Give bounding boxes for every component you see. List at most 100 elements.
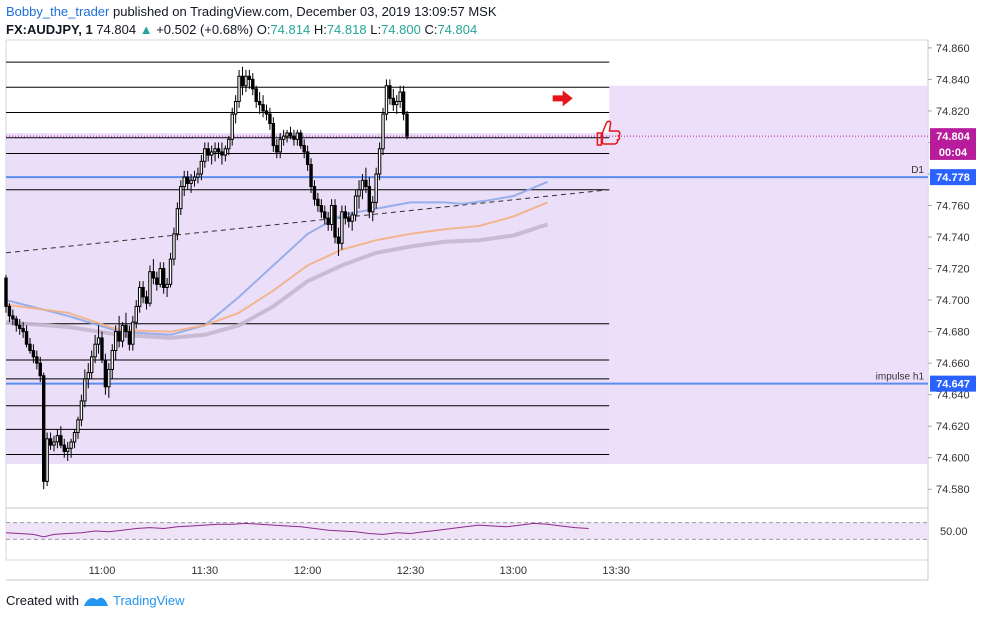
candle-body — [292, 135, 296, 140]
high-value: 74.818 — [326, 22, 367, 37]
candle-body — [76, 419, 80, 433]
candle-body — [137, 286, 142, 307]
y-tick-label: 74.680 — [936, 327, 970, 339]
candle-body — [11, 315, 15, 320]
y-tick-label: 74.740 — [936, 232, 970, 244]
author-link[interactable]: Bobby_the_trader — [6, 4, 110, 19]
candle-body — [179, 186, 183, 210]
candle-body — [96, 337, 101, 345]
price-label: 74.778 — [936, 172, 970, 184]
candle-body — [110, 350, 114, 370]
candle-body — [295, 132, 300, 140]
candle-body — [161, 268, 166, 288]
red-arrow-icon — [552, 90, 573, 107]
y-tick-label: 74.760 — [936, 201, 970, 213]
candle-body — [364, 179, 368, 188]
symbol-line: FX:AUDJPY, 1 74.804 ▲ +0.502 (+0.68%) O:… — [6, 22, 477, 37]
candle-body — [271, 123, 276, 147]
candle-body — [155, 277, 159, 285]
rsi-band — [6, 522, 928, 540]
moving-average-line — [5, 180, 548, 336]
candle-body — [72, 431, 77, 443]
candle-body — [182, 176, 186, 188]
thumbs-up-icon — [596, 120, 621, 146]
candle-body — [319, 205, 324, 213]
change-value: +0.502 (+0.68%) — [156, 22, 254, 37]
y-tick-label: 74.600 — [936, 453, 970, 465]
candle-body — [175, 208, 180, 235]
candle-body — [48, 438, 53, 446]
tradingview-logo-icon — [83, 597, 108, 606]
symbol-label: FX:AUDJPY, 1 — [6, 22, 93, 37]
key-level-label: D1 — [911, 165, 924, 176]
candle-body — [14, 318, 18, 326]
candle-body — [275, 145, 279, 153]
candle-body — [107, 368, 111, 388]
candle-body — [28, 343, 32, 352]
candle-body — [83, 378, 87, 402]
candle-body — [257, 100, 262, 106]
candle-body — [55, 435, 60, 443]
candle-body — [395, 100, 399, 106]
candle-body — [223, 148, 228, 156]
candle-body — [59, 435, 63, 446]
candle-body — [113, 331, 118, 352]
candle-body — [401, 91, 406, 115]
candle-body — [165, 283, 169, 288]
candle-body — [357, 189, 361, 197]
key-level-label: impulse h1 — [876, 372, 925, 383]
candle-body — [192, 176, 197, 181]
moving-average-line — [5, 201, 548, 333]
price-label-box — [930, 128, 976, 145]
price-label: 74.647 — [936, 379, 970, 391]
low-label: L: — [370, 22, 382, 37]
candle-body — [168, 258, 173, 285]
candle-body — [343, 211, 348, 219]
candle-body — [323, 211, 327, 219]
candle-body — [237, 75, 241, 102]
candle-body — [333, 205, 337, 238]
y-tick-label: 74.720 — [936, 264, 970, 276]
candle-body — [233, 100, 238, 115]
candle-body — [158, 268, 162, 285]
candle-body — [264, 110, 269, 115]
x-tick-label: 11:00 — [89, 565, 116, 577]
up-triangle-icon: ▲ — [139, 22, 153, 37]
candle-body — [120, 324, 125, 342]
zone-box — [609, 85, 928, 465]
open-label: O: — [256, 22, 271, 37]
candle-body — [216, 148, 221, 153]
candle-body — [268, 113, 272, 125]
candle-body — [199, 160, 204, 175]
candle-body — [302, 145, 306, 153]
candle-body — [305, 151, 310, 166]
price-label-box — [930, 375, 976, 392]
candle-body — [360, 179, 365, 191]
candle-body — [329, 205, 334, 225]
y-tick-label: 74.860 — [936, 43, 970, 55]
price-label: 00:04 — [939, 147, 968, 159]
low-value: 74.800 — [381, 22, 421, 37]
candle-body — [86, 372, 90, 380]
candle-body — [65, 447, 70, 452]
candle-body — [141, 286, 145, 298]
candle-body — [240, 75, 245, 87]
candle-body — [4, 277, 8, 307]
candle-body — [288, 132, 293, 137]
tradingview-brand[interactable]: TradingView — [112, 593, 185, 608]
candle-body — [100, 337, 104, 361]
candle-body — [220, 151, 224, 156]
candle-body — [371, 201, 375, 213]
price-label-box — [930, 169, 976, 186]
price-label-box — [930, 143, 976, 160]
high-label: H: — [313, 22, 327, 37]
y-tick-label: 74.700 — [936, 295, 970, 307]
open-value: 74.814 — [270, 22, 311, 37]
y-tick-label: 74.840 — [936, 74, 970, 86]
candle-body — [42, 375, 46, 482]
last-price: 74.804 — [96, 22, 137, 37]
candle-body — [384, 85, 389, 115]
candle-body — [209, 151, 214, 156]
x-tick-label: 11:30 — [191, 565, 218, 577]
